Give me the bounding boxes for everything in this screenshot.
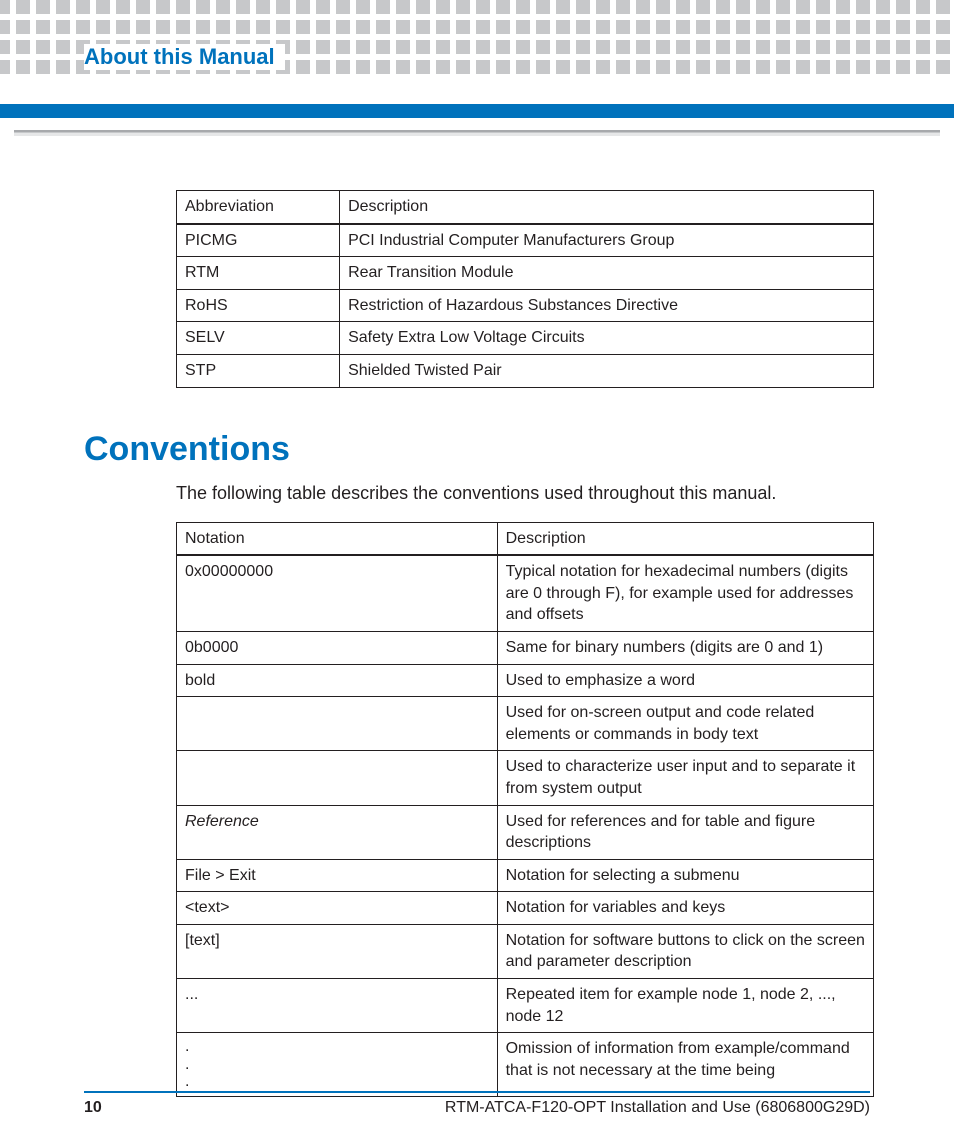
column-header: Notation [177, 522, 498, 555]
table-row: PICMGPCI Industrial Computer Manufacture… [177, 224, 874, 257]
abbreviations-table: Abbreviation Description PICMGPCI Indust… [176, 190, 874, 388]
table-cell: STP [177, 354, 340, 387]
table-row: [text]Notation for software buttons to c… [177, 924, 874, 978]
page-footer: 10 RTM-ATCA-F120-OPT Installation and Us… [84, 1091, 870, 1117]
table-cell: Rear Transition Module [340, 257, 874, 290]
table-row: STPShielded Twisted Pair [177, 354, 874, 387]
table-row: Used for on-screen output and code relat… [177, 697, 874, 751]
notation-cell: <text> [177, 892, 498, 925]
table-row: ...Repeated item for example node 1, nod… [177, 979, 874, 1033]
conventions-intro: The following table describes the conven… [176, 483, 870, 504]
table-row: ...Omission of information from example/… [177, 1033, 874, 1097]
notation-cell: ... [177, 1033, 498, 1097]
notation-cell: File > Exit [177, 859, 498, 892]
table-row: boldUsed to emphasize a word [177, 664, 874, 697]
conventions-table: Notation Description 0x00000000Typical n… [176, 522, 874, 1097]
table-row: ReferenceUsed for references and for tab… [177, 805, 874, 859]
page-content: Abbreviation Description PICMGPCI Indust… [0, 160, 954, 1097]
notation-cell: 0b0000 [177, 631, 498, 664]
table-cell: SELV [177, 322, 340, 355]
page-number: 10 [84, 1099, 102, 1117]
description-cell: Used to characterize user input and to s… [497, 751, 873, 805]
description-cell: Same for binary numbers (digits are 0 an… [497, 631, 873, 664]
section-title: About this Manual [84, 44, 285, 70]
table-cell: Restriction of Hazardous Substances Dire… [340, 289, 874, 322]
table-row: <text>Notation for variables and keys [177, 892, 874, 925]
notation-cell: 0x00000000 [177, 555, 498, 631]
notation-cell [177, 697, 498, 751]
table-row: RoHSRestriction of Hazardous Substances … [177, 289, 874, 322]
header-gray-rule [14, 130, 940, 136]
table-header-row: Notation Description [177, 522, 874, 555]
description-cell: Repeated item for example node 1, node 2… [497, 979, 873, 1033]
page-header: About this Manual [0, 0, 954, 160]
table-header-row: Abbreviation Description [177, 191, 874, 224]
description-cell: Notation for variables and keys [497, 892, 873, 925]
table-row: Used to characterize user input and to s… [177, 751, 874, 805]
notation-cell: bold [177, 664, 498, 697]
column-header: Description [497, 522, 873, 555]
table-row: File > ExitNotation for selecting a subm… [177, 859, 874, 892]
footer-doc-title: RTM-ATCA-F120-OPT Installation and Use (… [445, 1099, 870, 1117]
notation-cell: ... [177, 979, 498, 1033]
notation-cell: Reference [177, 805, 498, 859]
conventions-heading: Conventions [84, 430, 870, 469]
table-cell: PCI Industrial Computer Manufacturers Gr… [340, 224, 874, 257]
table-row: RTMRear Transition Module [177, 257, 874, 290]
table-cell: RTM [177, 257, 340, 290]
notation-cell: [text] [177, 924, 498, 978]
description-cell: Notation for software buttons to click o… [497, 924, 873, 978]
table-row: 0x00000000Typical notation for hexadecim… [177, 555, 874, 631]
table-cell: RoHS [177, 289, 340, 322]
table-cell: Shielded Twisted Pair [340, 354, 874, 387]
description-cell: Typical notation for hexadecimal numbers… [497, 555, 873, 631]
table-row: SELVSafety Extra Low Voltage Circuits [177, 322, 874, 355]
column-header: Description [340, 191, 874, 224]
description-cell: Used for on-screen output and code relat… [497, 697, 873, 751]
table-cell: Safety Extra Low Voltage Circuits [340, 322, 874, 355]
table-cell: PICMG [177, 224, 340, 257]
description-cell: Used for references and for table and fi… [497, 805, 873, 859]
description-cell: Omission of information from example/com… [497, 1033, 873, 1097]
notation-cell [177, 751, 498, 805]
column-header: Abbreviation [177, 191, 340, 224]
table-row: 0b0000Same for binary numbers (digits ar… [177, 631, 874, 664]
header-blue-bar [0, 104, 954, 118]
description-cell: Used to emphasize a word [497, 664, 873, 697]
description-cell: Notation for selecting a submenu [497, 859, 873, 892]
